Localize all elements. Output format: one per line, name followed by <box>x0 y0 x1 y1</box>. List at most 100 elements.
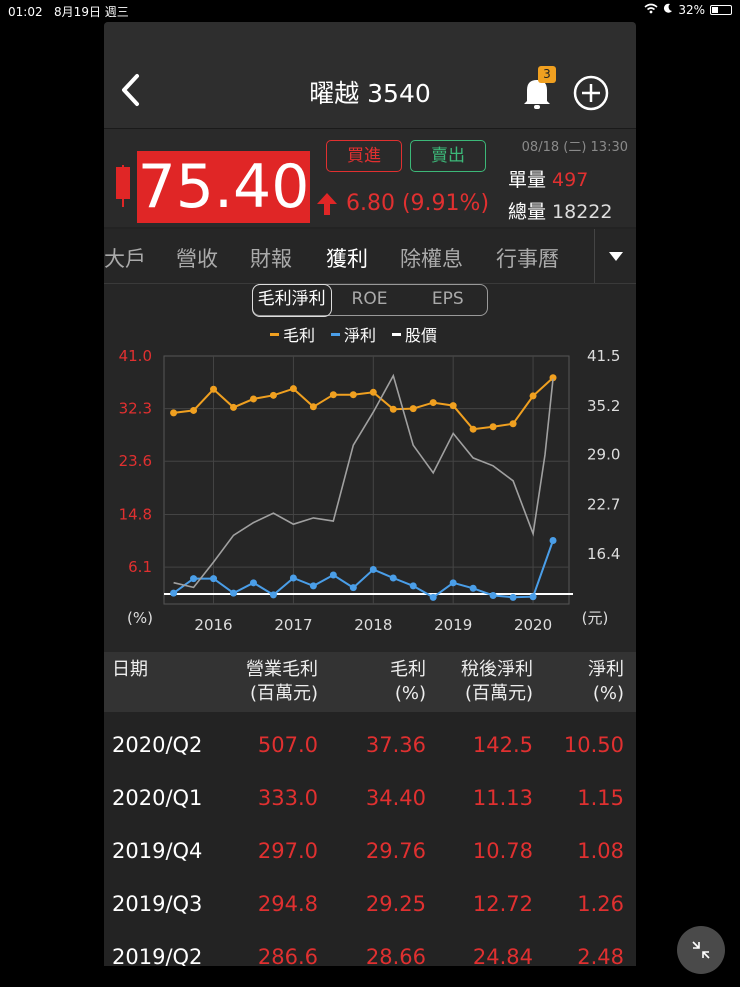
add-button[interactable] <box>572 74 610 112</box>
legend-gross: 毛利 <box>270 322 315 346</box>
row-date: 2020/Q1 <box>112 786 203 810</box>
data-point <box>469 584 477 592</box>
plot-frame <box>163 355 570 605</box>
data-point <box>229 403 237 411</box>
header-line2: (%) <box>592 683 624 704</box>
wifi-icon <box>644 3 658 17</box>
row-value: 29.76 <box>365 839 426 863</box>
chart-legend: 毛利 淨利 股價 <box>270 322 437 346</box>
row-value: 11.13 <box>472 786 533 810</box>
legend-net-label: 淨利 <box>344 326 377 345</box>
total-volume-label: 總量 <box>508 201 547 223</box>
row-value: 1.08 <box>577 839 624 863</box>
row-value: 1.15 <box>577 786 624 810</box>
data-point <box>409 405 417 413</box>
data-point <box>269 391 277 399</box>
header-bar: 曜越 3540 3 <box>104 22 636 129</box>
chart-segment-control: 毛利淨利 ROE EPS <box>251 283 488 317</box>
data-point <box>549 536 557 544</box>
row-value: 297.0 <box>257 839 318 863</box>
row-date: 2019/Q4 <box>112 839 203 863</box>
right-tick-label: 22.7 <box>587 495 620 513</box>
page-title: 曜越 3540 <box>309 79 431 108</box>
data-point <box>429 399 437 407</box>
data-point <box>449 402 457 410</box>
data-point <box>489 592 497 600</box>
table-row[interactable]: 2019/Q4 297.0 29.76 10.78 1.08 <box>104 826 636 879</box>
dropdown-icon[interactable] <box>607 249 625 263</box>
table-row[interactable]: 2020/Q1 333.0 34.40 11.13 1.15 <box>104 773 636 826</box>
tab-bar: 大戶 營收 財報 獲利 除權息 行事曆 <box>104 229 636 284</box>
data-point <box>509 593 517 601</box>
data-point <box>529 593 537 601</box>
table-row[interactable]: 2019/Q2 286.6 28.66 24.84 2.48 <box>104 932 636 966</box>
seg-eps[interactable]: EPS <box>431 289 464 309</box>
tab-financials[interactable]: 財報 <box>250 247 292 271</box>
arrow-up-icon <box>317 193 337 215</box>
table-row[interactable]: 2020/Q2 507.0 37.36 142.5 10.50 <box>104 720 636 773</box>
legend-gross-swatch <box>270 332 279 336</box>
header-line1: 稅後淨利 <box>461 659 533 680</box>
notification-button[interactable] <box>518 72 556 112</box>
back-arrow-icon <box>122 74 139 106</box>
data-point <box>289 574 297 582</box>
data-point <box>489 423 497 431</box>
x-tick-label: 2016 <box>194 616 232 634</box>
header-line1: 淨利 <box>588 659 624 680</box>
total-volume: 總量 18222 <box>508 197 612 224</box>
app-window: 曜越 3540 3 75.40 買進 賣出 08/18 (二) 13:30 6.… <box>104 22 636 966</box>
plus-circle-icon <box>573 75 609 111</box>
data-point <box>210 575 218 583</box>
series-line-net <box>173 540 554 599</box>
row-value: 286.6 <box>257 945 318 966</box>
header-line1: 日期 <box>112 659 148 680</box>
data-point <box>229 589 237 597</box>
table-header-cell: 日期 <box>112 658 148 682</box>
header-line2: (%) <box>394 683 426 704</box>
status-bar: 01:02 8月19日 週三 32% <box>0 0 740 20</box>
table-header-cell: 稅後淨利 (百萬元) <box>461 658 533 706</box>
sell-button[interactable]: 賣出 <box>410 140 486 172</box>
x-tick-label: 2017 <box>274 616 312 634</box>
notification-badge: 3 <box>538 66 556 83</box>
quote-datetime: 08/18 (二) 13:30 <box>521 140 628 155</box>
data-point <box>509 420 517 428</box>
table-row[interactable]: 2019/Q3 294.8 29.25 12.72 1.26 <box>104 879 636 932</box>
legend-price: 股價 <box>392 322 437 346</box>
left-tick-label: 6.1 <box>128 558 152 576</box>
data-point <box>349 391 357 399</box>
collapse-button[interactable] <box>677 926 725 974</box>
left-tick-label: 41.0 <box>119 347 152 365</box>
unit-volume-label: 單量 <box>508 169 547 191</box>
tab-calendar[interactable]: 行事曆 <box>496 247 559 271</box>
tab-divider <box>594 229 595 283</box>
right-tick-label: 35.2 <box>587 397 620 415</box>
row-value: 294.8 <box>257 892 318 916</box>
right-axis-unit: (元) <box>582 609 609 627</box>
back-button[interactable] <box>116 72 146 108</box>
tab-revenue[interactable]: 營收 <box>176 247 218 271</box>
data-point <box>170 409 178 417</box>
status-time-date: 01:02 8月19日 週三 <box>8 5 129 19</box>
left-tick-label: 23.6 <box>119 452 152 470</box>
seg-gross-net[interactable]: 毛利淨利 <box>251 283 332 317</box>
tab-dividends[interactable]: 除權息 <box>400 247 463 271</box>
data-point <box>389 574 397 582</box>
buy-button[interactable]: 買進 <box>326 140 402 172</box>
status-right: 32% <box>644 3 732 17</box>
row-value: 1.26 <box>577 892 624 916</box>
tab-major-holders[interactable]: 大戶 <box>104 247 146 271</box>
data-point <box>369 388 377 396</box>
legend-net: 淨利 <box>331 322 376 346</box>
row-value: 10.78 <box>472 839 533 863</box>
table-header-cell: 毛利 (%) <box>390 658 426 706</box>
left-tick-label: 14.8 <box>119 505 152 523</box>
right-tick-label: 41.5 <box>587 347 620 365</box>
data-point <box>329 571 337 579</box>
right-tick-label: 16.4 <box>587 545 620 563</box>
battery-percent: 32% <box>678 3 705 17</box>
data-point <box>289 385 297 393</box>
tab-profit[interactable]: 獲利 <box>326 247 368 271</box>
seg-roe[interactable]: ROE <box>351 289 388 309</box>
row-value: 2.48 <box>577 945 624 966</box>
